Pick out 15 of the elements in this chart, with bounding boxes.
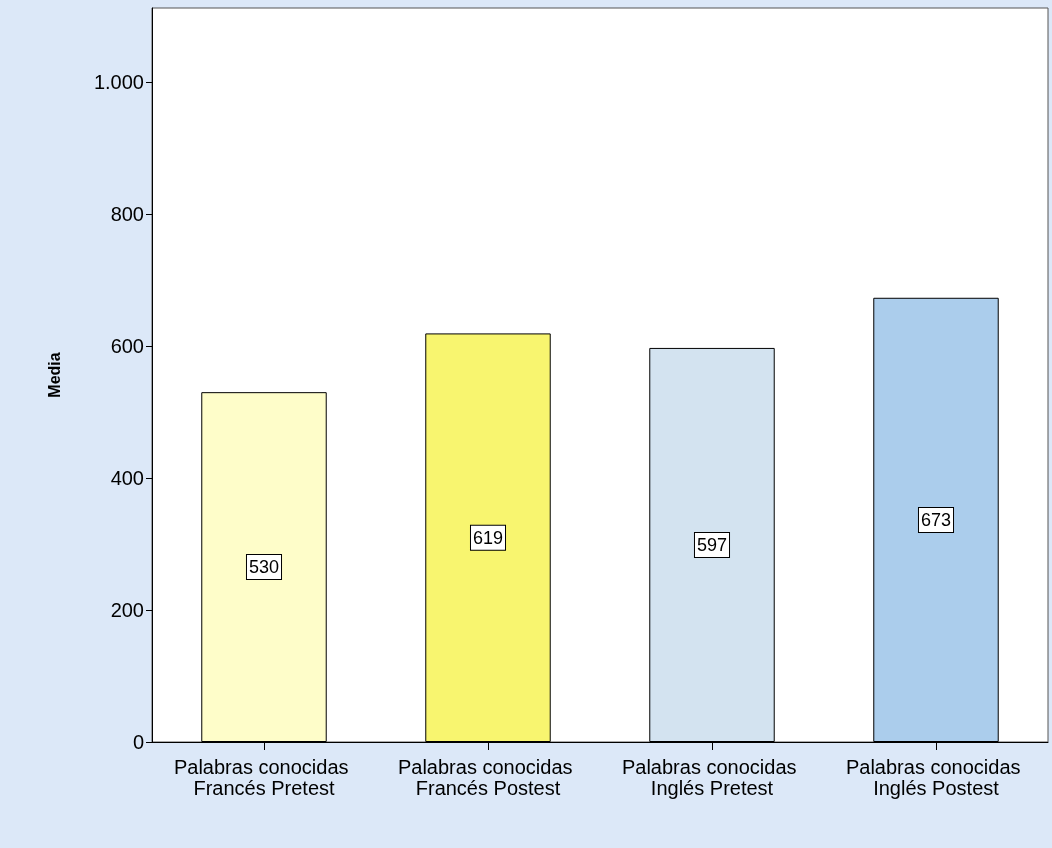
x-tick-label: Palabras conocidas Francés Postest [397, 755, 579, 799]
y-tick-label: 1.000 [93, 70, 144, 93]
y-tick-label: 800 [110, 202, 144, 225]
y-axis-title: Media [45, 352, 63, 398]
y-tick-label: 400 [110, 466, 144, 489]
x-tick-label: Palabras conocidas Francés Pretest [173, 755, 355, 799]
x-tick-label: Palabras conocidas Inglés Pretest [621, 755, 803, 799]
y-tick-label: 0 [132, 731, 144, 753]
x-tick-label: Palabras conocidas Inglés Postest [845, 755, 1027, 799]
y-tick-label: 200 [110, 598, 144, 621]
data-label: 530 [248, 557, 280, 578]
data-label: 619 [472, 527, 504, 548]
y-tick-label: 600 [110, 334, 144, 357]
data-label: 673 [920, 509, 952, 530]
data-label: 597 [696, 534, 728, 555]
